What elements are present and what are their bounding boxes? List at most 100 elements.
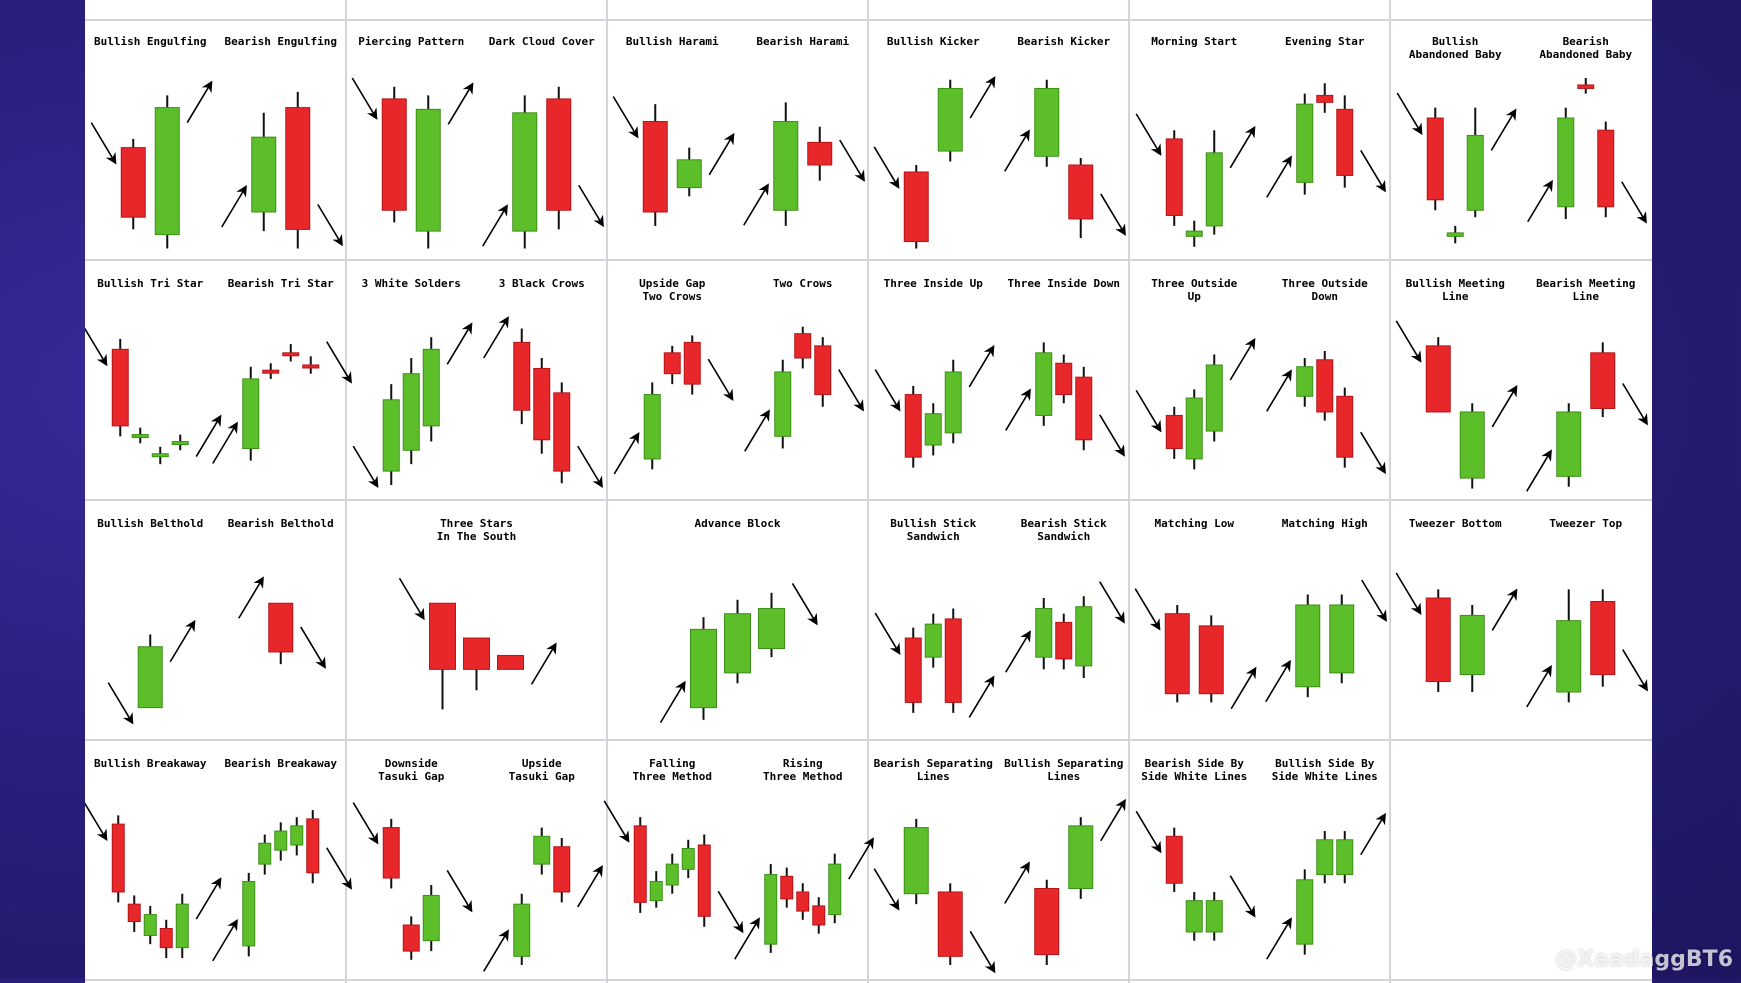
trend-arrow-before xyxy=(1395,320,1422,363)
trend-arrow-before xyxy=(612,96,639,139)
bullish-candle xyxy=(415,108,441,232)
bearish-candle xyxy=(1055,621,1073,660)
trend-arrow-after xyxy=(577,445,603,489)
trend-arrow-before xyxy=(212,421,238,464)
bearish-candle xyxy=(302,364,320,369)
candlestick-patterns-sheet: Bullish Engulfing Bearish Engulfing Pierci… xyxy=(85,0,1652,983)
trend-arrow-after xyxy=(300,626,326,669)
pattern-title: Matching High xyxy=(1281,517,1368,530)
bearish-candle xyxy=(796,891,810,912)
trend-arrow-before xyxy=(873,146,900,189)
bullish-candle xyxy=(1466,134,1484,211)
trend-arrow-before xyxy=(1527,179,1553,223)
pattern-title: Three Outside Up xyxy=(1151,277,1238,303)
bullish-candle xyxy=(242,881,256,947)
bearish-candle xyxy=(262,369,280,374)
trend-arrow-after xyxy=(169,619,196,663)
trend-arrow-after xyxy=(838,369,864,412)
pattern-title: Bullish Side By Side White Lines xyxy=(1271,757,1378,783)
pattern-title: Piercing Pattern xyxy=(358,35,465,48)
trend-arrow-after xyxy=(1099,581,1125,624)
bearish-candle xyxy=(903,171,929,243)
pattern-title: Downside Tasuki Gap xyxy=(378,757,445,783)
bullish-candle xyxy=(1185,230,1203,237)
bullish-candle xyxy=(1185,397,1203,460)
bullish-candle xyxy=(171,441,189,446)
trend-arrow-after xyxy=(848,837,874,880)
trend-arrow-before xyxy=(1526,665,1552,708)
trend-arrow-before xyxy=(90,122,117,165)
bullish-candle xyxy=(1556,411,1582,477)
trend-arrow-after xyxy=(968,345,995,388)
trend-arrow-after xyxy=(326,341,352,384)
bearish-candle xyxy=(812,905,826,926)
bearish-candle xyxy=(463,637,490,670)
bearish-candle xyxy=(282,352,300,357)
pattern-title: Bearish Breakaway xyxy=(224,757,338,770)
trend-arrow-before xyxy=(1266,369,1292,412)
trend-arrow-before xyxy=(352,802,379,845)
trend-arrow-before xyxy=(743,183,769,226)
bearish-candle xyxy=(780,875,794,900)
bearish-candle xyxy=(1055,362,1073,396)
bullish-candle xyxy=(924,413,942,446)
bearish-candle xyxy=(159,928,173,949)
pattern-title: Falling Three Method xyxy=(632,757,712,783)
trend-arrow-after xyxy=(195,877,222,920)
bullish-candle xyxy=(944,371,962,434)
bullish-candle xyxy=(154,107,180,236)
trend-arrow-after xyxy=(717,890,744,934)
trend-arrow-after xyxy=(1100,798,1126,842)
trend-arrow-after xyxy=(1622,649,1648,692)
trend-arrow-after xyxy=(1360,150,1386,193)
trend-arrow-before xyxy=(734,917,760,960)
bullish-candle xyxy=(1035,607,1053,658)
trend-arrow-before xyxy=(352,445,379,489)
pattern-title: Bearish Abandoned Baby xyxy=(1539,35,1633,61)
trend-arrow-before xyxy=(1005,630,1031,673)
bearish-candle xyxy=(381,98,407,211)
trend-arrow-after xyxy=(446,870,473,913)
bullish-candle xyxy=(290,825,304,846)
pattern-title: Bearish Kicker xyxy=(1017,35,1111,48)
bearish-candle xyxy=(1198,625,1224,695)
bearish-candle xyxy=(944,618,962,703)
pattern-title: Bearish Engulfing xyxy=(224,35,338,48)
bearish-candle xyxy=(285,107,311,230)
trend-arrow-before xyxy=(85,802,108,842)
bullish-candle xyxy=(175,903,189,949)
bearish-candle xyxy=(697,844,711,917)
bearish-candle xyxy=(1590,601,1616,676)
bullish-candle xyxy=(1459,614,1485,676)
bullish-candle xyxy=(764,874,778,945)
bullish-candle xyxy=(1034,87,1060,157)
pattern-title: Advance Block xyxy=(694,517,781,530)
bearish-candle xyxy=(683,341,701,385)
bearish-candle xyxy=(904,394,922,458)
trend-arrow-before xyxy=(874,612,901,655)
pattern-title: Bearish Belthold xyxy=(227,517,334,530)
bullish-candle xyxy=(1557,117,1575,208)
trend-arrow-after xyxy=(791,583,818,626)
bullish-candle xyxy=(1205,364,1223,432)
bullish-candle xyxy=(1205,900,1223,933)
bearish-candle xyxy=(513,341,531,411)
watermark: @XaadaggBT6 xyxy=(1526,947,1733,972)
bearish-candle xyxy=(1165,414,1183,450)
trend-arrow-before xyxy=(1135,810,1162,854)
pattern-title: Bullish Tri Star xyxy=(97,277,204,290)
pattern-title: Three Inside Down xyxy=(1007,277,1121,290)
pattern-title: Three Stars In The South xyxy=(436,517,517,543)
pattern-title: Upside Gap Two Crows xyxy=(639,277,706,303)
pattern-title: Bearish Harami xyxy=(756,35,850,48)
watermark-text: @XaadaggBT6 xyxy=(1555,947,1733,972)
bullish-candle xyxy=(1205,152,1223,227)
bullish-candle xyxy=(1329,604,1355,674)
pattern-title: Bullish Stick Sandwich xyxy=(890,517,977,543)
bearish-candle xyxy=(1425,345,1451,413)
bearish-candle xyxy=(1316,359,1334,413)
trend-arrow-before xyxy=(873,868,900,911)
trend-arrow-before xyxy=(603,800,630,843)
trend-arrow-after xyxy=(969,930,996,974)
bullish-candle xyxy=(131,434,149,439)
